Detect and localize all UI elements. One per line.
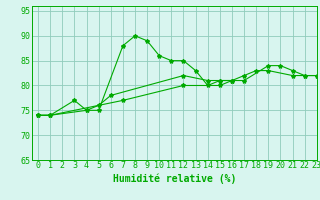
- X-axis label: Humidité relative (%): Humidité relative (%): [113, 173, 236, 184]
